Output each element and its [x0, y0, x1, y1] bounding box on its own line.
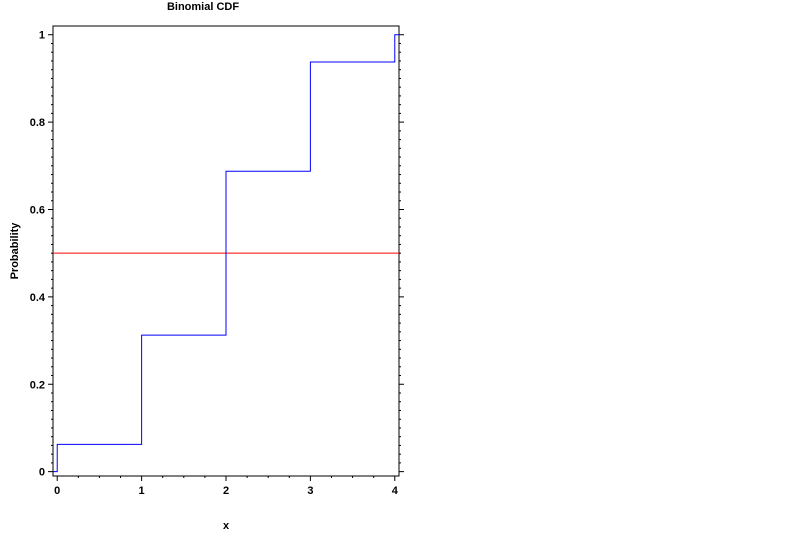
y-axis-title: Probability	[9, 222, 21, 280]
cdf-step-line	[53, 34, 399, 473]
y-axis: 0 0.2 0.4 0.6 0.8 1	[30, 30, 404, 479]
y-tick-label: 0.2	[30, 379, 45, 391]
chart-title: Binomial CDF	[167, 1, 239, 13]
y-tick-label: 1	[39, 30, 45, 42]
series-group	[53, 34, 399, 473]
x-tick-label: 3	[307, 485, 313, 497]
x-axis-title: x	[223, 520, 230, 532]
y-tick-label: 0	[39, 467, 45, 479]
x-tick-label: 2	[223, 485, 229, 497]
x-tick-label: 1	[139, 485, 145, 497]
x-tick-label: 0	[54, 485, 60, 497]
y-tick-label: 0.6	[30, 204, 45, 216]
x-tick-label: 4	[392, 485, 399, 497]
y-tick-label: 0.4	[30, 292, 46, 304]
y-tick-label: 0.8	[30, 117, 45, 129]
x-axis: 0 1 2 3 4	[54, 476, 399, 497]
